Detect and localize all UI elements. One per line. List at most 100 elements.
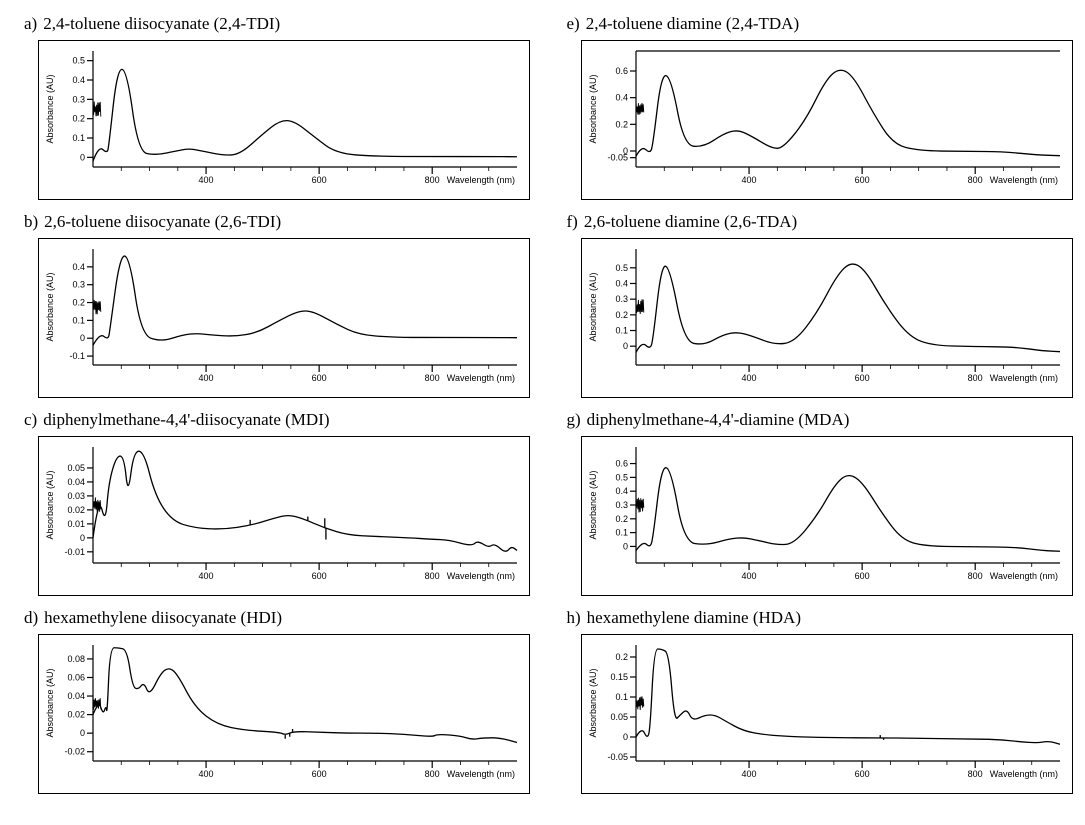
y-tick-label: 0.6: [615, 66, 628, 76]
x-tick-label: 400: [199, 175, 214, 185]
y-tick-label: 0.4: [72, 262, 85, 272]
y-tick-label: 0.03: [67, 491, 85, 501]
chart-svg: 400600800Wavelength (nm)-0.100.10.20.30.…: [39, 239, 529, 397]
panel: h)hexamethylene diamine (HDA)400600800Wa…: [553, 604, 1076, 794]
y-tick-label: 0.1: [72, 133, 85, 143]
y-tick-label: 0.08: [67, 654, 85, 664]
y-tick-label: -0.02: [64, 747, 85, 757]
y-tick-label: -0.1: [69, 351, 85, 361]
spectrum-curve: [93, 451, 517, 551]
spectrum-curve: [636, 264, 1060, 352]
panel-tag: a): [24, 14, 37, 33]
panel: f)2,6-toluene diamine (2,6-TDA) 400 600 800…: [553, 208, 1076, 398]
y-tick-label: 0.05: [610, 712, 628, 722]
y-tick-label: 0: [622, 732, 627, 742]
y-tick-label: 0.1: [72, 315, 85, 325]
x-tick-label: 400: [741, 373, 756, 383]
panel-title: c) diphenylmethane-4,4'-diisocyanate (MDI…: [24, 410, 533, 430]
panel-tag: h): [567, 608, 581, 627]
panel-title: b) 2,6-toluene diisocyanate (2,6-TDI): [24, 212, 533, 232]
x-axis-label: Wavelength (nm): [989, 373, 1057, 383]
y-tick-label: 0.4: [615, 278, 628, 288]
panel-tag: b): [24, 212, 38, 231]
chart-svg: 400600800Wavelength (nm)00.10.20.30.40.5…: [582, 239, 1072, 397]
noise: [93, 102, 101, 117]
panel-tag: c): [24, 410, 37, 429]
y-tick-label: 0.1: [615, 692, 628, 702]
panel-title: d) hexamethylene diisocyanate (HDI): [24, 608, 533, 628]
noise: [636, 299, 644, 314]
panel-tag: d): [24, 608, 38, 627]
panel-title-text: 2,6-toluene diisocyanate (2,6-TDI): [44, 212, 281, 231]
y-tick-label: -0.05: [607, 752, 628, 762]
panel-title-text: diphenylmethane-4,4'-diamine (MDA): [587, 410, 850, 429]
panel-grid: a)2,4-toluene diisocyanate (2,4-TDI) 400 6…: [10, 10, 1075, 794]
y-tick-label: 0.06: [67, 672, 85, 682]
x-tick-label: 800: [967, 175, 982, 185]
x-tick-label: 400: [199, 373, 214, 383]
noise: [93, 497, 101, 511]
x-axis-label: Wavelength (nm): [447, 769, 515, 779]
x-tick-label: 400: [741, 769, 756, 779]
panel-title: a)2,4-toluene diisocyanate (2,4-TDI): [24, 14, 533, 34]
x-tick-label: 400: [741, 175, 756, 185]
x-axis-label: Wavelength (nm): [447, 571, 515, 581]
spectrum-curve: [93, 648, 517, 743]
panel-tag: f): [567, 212, 578, 231]
x-tick-label: 800: [967, 769, 982, 779]
x-tick-label: 800: [425, 769, 440, 779]
chart-svg: 400600800Wavelength (nm)-0.0200.020.040.…: [39, 635, 529, 793]
x-tick-label: 600: [854, 571, 869, 581]
y-axis-label: Absorbance (AU): [588, 74, 598, 143]
spectrum-curve: [636, 70, 1060, 156]
chart: 400600800Wavelength (nm)-0.0500.20.40.6A…: [581, 40, 1073, 200]
spectrum-curve: [93, 69, 517, 161]
y-tick-label: 0.04: [67, 477, 85, 487]
x-tick-label: 600: [854, 175, 869, 185]
panel: e)2,4-toluene diamine (2,4-TDA)400600800…: [553, 10, 1076, 200]
x-tick-label: 600: [854, 769, 869, 779]
x-tick-label: 800: [425, 373, 440, 383]
x-tick-label: 600: [312, 769, 327, 779]
y-tick-label: 0: [80, 152, 85, 162]
y-tick-label: 0.3: [615, 294, 628, 304]
chart-svg: 400600800Wavelength (nm)00.10.20.30.40.5…: [582, 437, 1072, 595]
x-axis-label: Wavelength (nm): [989, 175, 1057, 185]
x-tick-label: 600: [312, 175, 327, 185]
x-tick-label: 400: [199, 571, 214, 581]
y-tick-label: 0.02: [67, 710, 85, 720]
y-tick-label: 0.5: [615, 263, 628, 273]
y-tick-label: 0.5: [615, 472, 628, 482]
panel-tag: e): [567, 14, 580, 33]
chart-svg: 400600800Wavelength (nm)00.10.20.30.40.5…: [39, 41, 529, 199]
x-tick-label: 800: [967, 571, 982, 581]
y-tick-label: 0.4: [72, 75, 85, 85]
y-tick-label: 0: [80, 728, 85, 738]
noise: [636, 498, 644, 513]
panel-title: f)2,6-toluene diamine (2,6-TDA): [567, 212, 1076, 232]
x-tick-label: 600: [854, 373, 869, 383]
y-tick-label: 0: [622, 146, 627, 156]
panel-title-text: diphenylmethane-4,4'-diisocyanate (MDI): [43, 410, 329, 429]
y-tick-label: 0.3: [72, 94, 85, 104]
x-tick-label: 600: [312, 571, 327, 581]
x-tick-label: 800: [425, 175, 440, 185]
y-tick-label: 0: [622, 541, 627, 551]
y-tick-label: 0.6: [615, 459, 628, 469]
x-tick-label: 800: [967, 373, 982, 383]
y-tick-label: 0.1: [615, 528, 628, 538]
y-tick-label: 0: [622, 341, 627, 351]
x-axis-label: Wavelength (nm): [447, 373, 515, 383]
chart-svg: 400600800Wavelength (nm)-0.0500.20.40.6A…: [582, 41, 1072, 199]
panel: g)diphenylmethane-4,4'-diamine (MDA)4006…: [553, 406, 1076, 596]
panel-title-text: hexamethylene diisocyanate (HDI): [44, 608, 282, 627]
chart: 400600800Wavelength (nm)-0.0200.020.040.…: [38, 634, 530, 794]
y-tick-label: 0.3: [615, 500, 628, 510]
y-tick-label: 0.05: [67, 463, 85, 473]
panel: c) diphenylmethane-4,4'-diisocyanate (MDI…: [10, 406, 533, 596]
y-tick-label: 0.3: [72, 280, 85, 290]
y-tick-label: -0.01: [64, 547, 85, 557]
noise: [93, 300, 101, 314]
x-tick-label: 400: [199, 769, 214, 779]
panel-title-text: hexamethylene diamine (HDA): [587, 608, 801, 627]
